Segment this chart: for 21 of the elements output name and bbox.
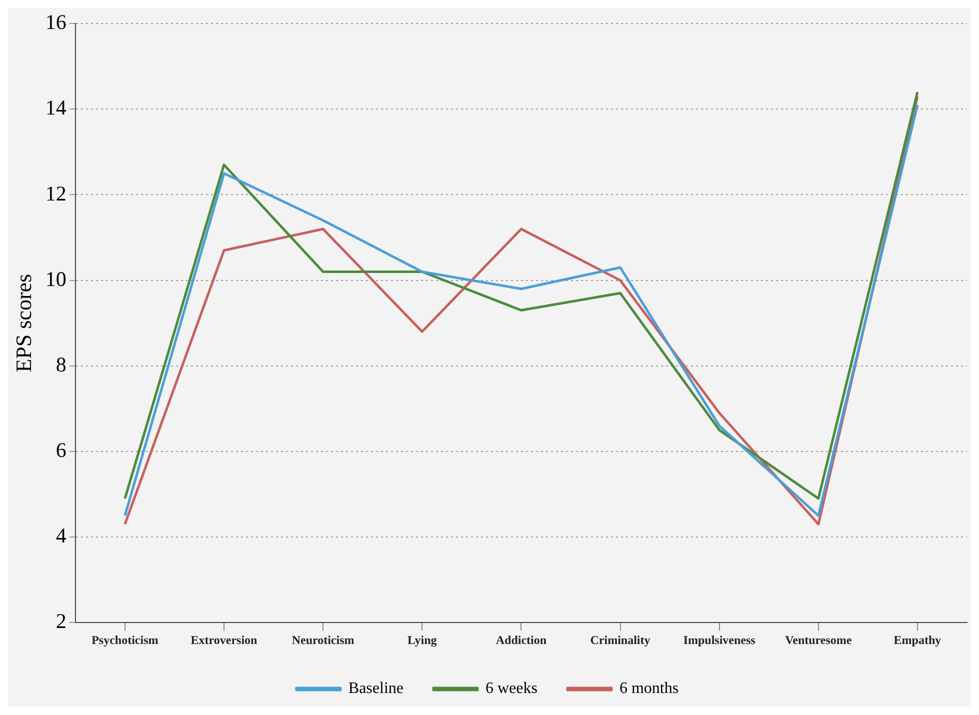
y-tick-label: 4 [56,524,67,548]
x-tick-label: Criminality [590,632,650,647]
x-tick-label: Extroversion [190,632,258,647]
y-tick-label: 2 [56,609,66,634]
y-tick-label: 10 [45,266,66,291]
x-tick-label: Lying [407,632,437,647]
legend-label: Baseline [348,680,404,698]
x-tick-label: Impulsiveness [683,632,756,647]
y-tick-label: 6 [56,438,66,462]
legend-label: 6 weeks [485,680,538,698]
y-axis-title: EPS scores [10,274,36,372]
legend-label: 6 months [619,680,679,698]
x-tick-label: Psychoticism [92,632,158,647]
y-tick-label: 14 [45,96,67,120]
y-tick-label: 12 [45,181,66,206]
y-tick-label: 16 [45,10,66,34]
x-tick-label: Neuroticism [292,632,354,647]
x-tick-label: Addiction [496,632,547,647]
x-tick-label: Empathy [894,632,942,647]
y-tick-label: 8 [56,352,66,376]
x-tick-label: Venturesome [785,632,852,647]
